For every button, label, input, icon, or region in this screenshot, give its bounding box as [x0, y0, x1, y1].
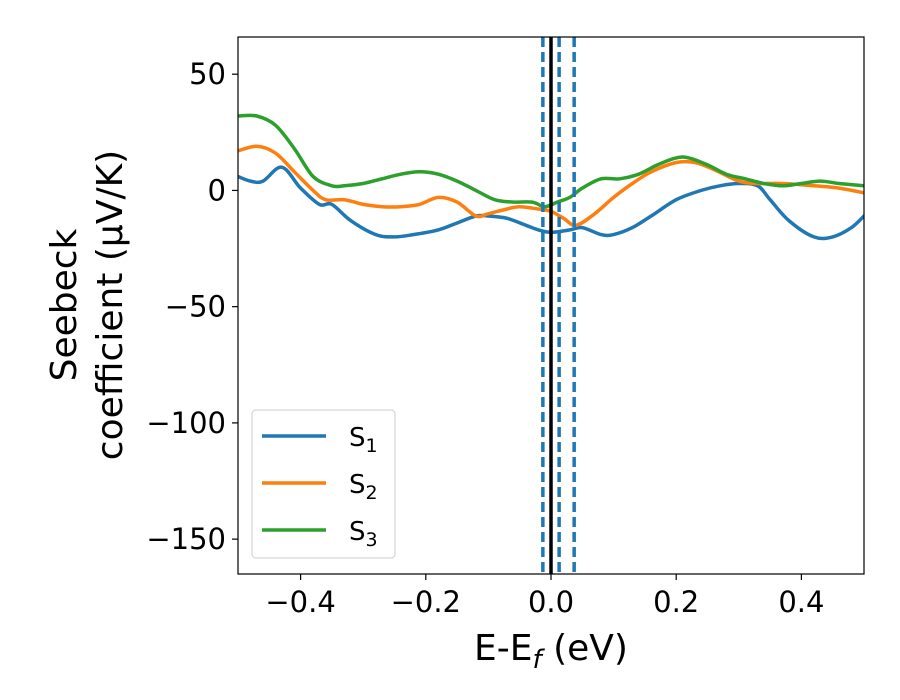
x-tick-label: 0.0: [528, 585, 574, 619]
y-tick-label: −100: [146, 406, 226, 440]
y-tick-label: 0: [208, 173, 226, 207]
y-tick-label: −150: [146, 522, 226, 556]
y-axis-label-line-2: coefficient (μV/K): [90, 150, 131, 460]
y-axis-ticks: 50 0 −50 −100 −150: [146, 57, 238, 556]
legend: S1 S2 S3: [251, 409, 396, 559]
x-axis-label: E-Ef (eV): [474, 628, 628, 675]
vertical-reference-lines: [541, 37, 576, 574]
y-axis-label-line-1: Seebeck: [44, 228, 85, 381]
x-tick-label: 0.2: [653, 585, 699, 619]
x-tick-label: 0.4: [778, 585, 824, 619]
x-axis-ticks: −0.4 −0.2 0.0 0.2 0.4: [265, 574, 824, 619]
y-tick-label: −50: [165, 290, 226, 324]
x-tick-label: −0.4: [265, 585, 335, 619]
legend-label-s3: S3: [349, 517, 378, 551]
legend-label-s1: S1: [349, 423, 378, 457]
legend-label-s2: S2: [349, 470, 378, 504]
series-line-s1: [238, 165, 864, 241]
x-tick-label: −0.2: [391, 585, 461, 619]
y-axis-label: Seebeck coefficient (μV/K): [44, 150, 131, 460]
y-tick-label: 50: [189, 57, 226, 91]
